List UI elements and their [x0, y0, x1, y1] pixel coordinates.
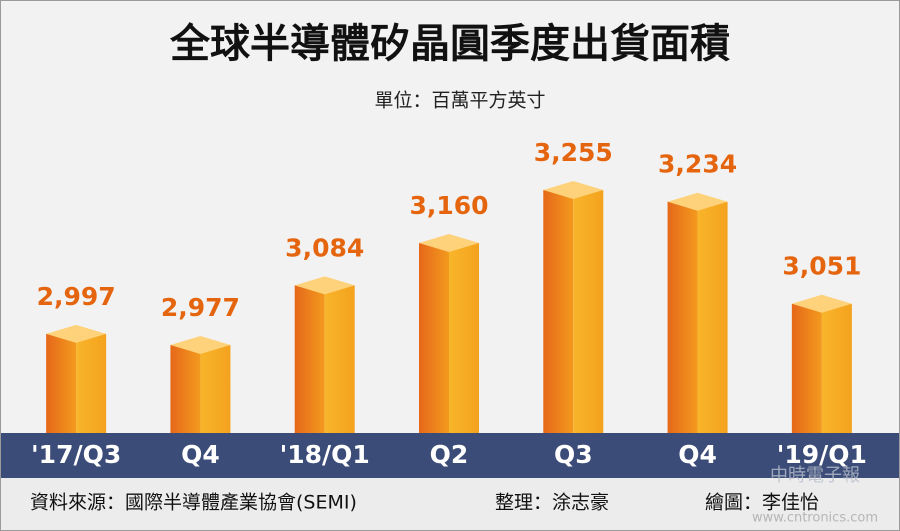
bar-side: [449, 242, 479, 433]
value-label: 2,977: [161, 293, 240, 322]
value-label: 3,051: [782, 252, 861, 281]
value-label: 2,997: [37, 282, 116, 311]
x-tick-label: '19/Q1: [777, 440, 867, 469]
bar-top: [419, 233, 479, 252]
bar-front: [791, 303, 822, 433]
editor-note: 整理：涂志豪: [495, 492, 609, 514]
bar-side: [200, 345, 231, 433]
x-tick-label: '17/Q3: [31, 440, 121, 469]
bar-side: [821, 303, 852, 433]
x-tick-label: '18/Q1: [280, 440, 370, 469]
bar-front: [294, 285, 325, 433]
bar-front: [667, 201, 698, 433]
source-note: 資料來源：國際半導體產業協會(SEMI): [30, 492, 357, 514]
footer-band: [1, 478, 899, 530]
watermark-brand: 中時電子報: [770, 465, 860, 486]
x-tick-label: Q3: [554, 440, 593, 469]
bar-front: [543, 190, 574, 433]
category-band: [1, 433, 899, 478]
x-tick-label: Q4: [181, 440, 220, 469]
bar-front: [46, 333, 77, 433]
bar-top: [791, 294, 852, 313]
bar-side: [573, 190, 604, 433]
bar-top: [294, 276, 355, 295]
bar-side: [697, 201, 728, 433]
bar-front: [170, 345, 201, 433]
chart-subtitle: 單位：百萬平方英寸: [374, 90, 545, 112]
value-label: 3,160: [409, 191, 488, 220]
watermark-url: www.cntronics.com: [752, 511, 878, 526]
bar-top: [543, 181, 604, 199]
x-tick-label: Q2: [430, 440, 469, 469]
value-label: 3,084: [285, 233, 364, 262]
x-tick-label: Q4: [678, 440, 717, 469]
bar-top: [667, 192, 728, 211]
bar-front: [419, 242, 449, 433]
bar-top: [46, 324, 107, 343]
bar-side: [324, 285, 355, 433]
value-label: 3,234: [658, 150, 737, 179]
chart-title: 全球半導體矽晶圓季度出貨面積: [169, 21, 730, 67]
bar-top: [170, 336, 231, 354]
bar-side: [76, 333, 107, 433]
graphic-note: 繪圖：李佳怡: [705, 492, 819, 514]
value-label: 3,255: [534, 138, 613, 167]
